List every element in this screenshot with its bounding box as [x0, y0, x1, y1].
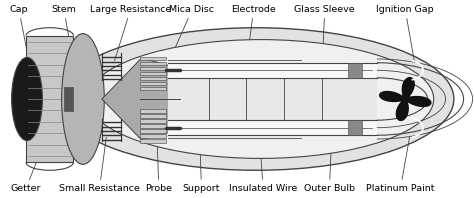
Text: Large Resistance: Large Resistance — [90, 5, 171, 61]
Text: Stem: Stem — [52, 5, 76, 61]
Bar — [140, 82, 166, 85]
Ellipse shape — [88, 40, 434, 158]
Text: Platinum Paint: Platinum Paint — [366, 137, 435, 193]
Bar — [140, 62, 166, 65]
Bar — [140, 139, 166, 143]
Polygon shape — [380, 78, 431, 120]
Text: Small Resistance: Small Resistance — [59, 137, 140, 193]
Bar — [168, 120, 377, 135]
Bar — [140, 57, 166, 60]
Bar — [140, 129, 166, 133]
Ellipse shape — [11, 57, 43, 141]
Text: Outer Bulb: Outer Bulb — [304, 137, 355, 193]
Text: Support: Support — [182, 122, 220, 193]
Bar — [140, 72, 166, 75]
Bar — [168, 78, 377, 120]
Ellipse shape — [62, 34, 104, 164]
Bar — [140, 77, 166, 80]
Text: Ignition Gap: Ignition Gap — [376, 5, 434, 61]
Wedge shape — [102, 59, 206, 139]
Text: Glass Sleeve: Glass Sleeve — [294, 5, 355, 61]
Bar — [140, 119, 166, 123]
Bar — [26, 36, 73, 162]
Bar — [140, 109, 166, 113]
Bar — [64, 87, 73, 111]
Bar — [348, 63, 362, 78]
Bar — [140, 124, 166, 128]
Text: Probe: Probe — [146, 122, 172, 193]
Text: Getter: Getter — [11, 137, 46, 193]
Bar — [140, 114, 166, 118]
Bar — [168, 63, 377, 78]
Text: Cap: Cap — [9, 5, 29, 61]
Ellipse shape — [58, 28, 454, 170]
Text: Insulated Wire: Insulated Wire — [229, 122, 297, 193]
Bar — [140, 67, 166, 70]
Bar — [140, 87, 166, 90]
Text: Electrode: Electrode — [231, 5, 276, 61]
Bar — [140, 134, 166, 138]
Text: Mica Disc: Mica Disc — [169, 5, 214, 61]
Bar — [348, 120, 362, 135]
